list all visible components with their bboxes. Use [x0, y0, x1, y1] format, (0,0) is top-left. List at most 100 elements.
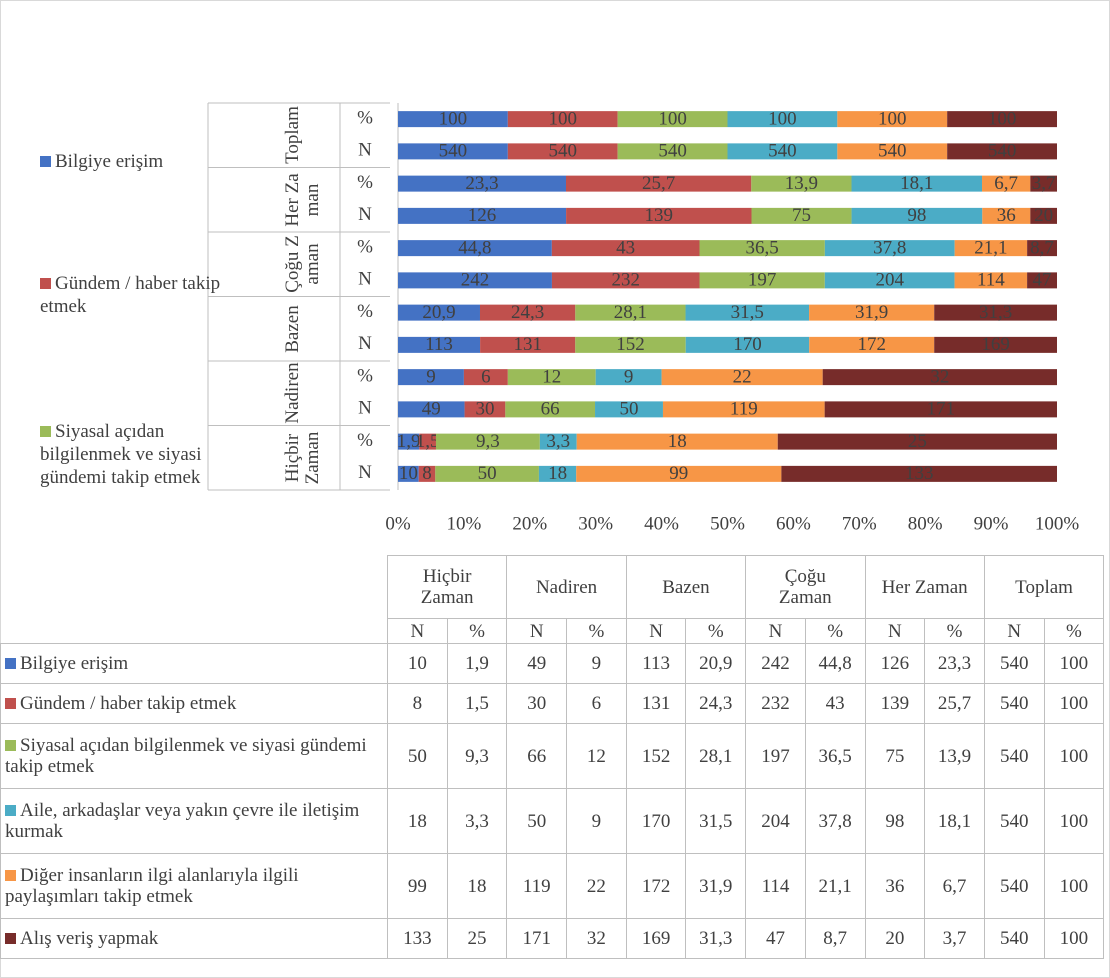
- bar-segment: [398, 207, 567, 224]
- bar-segment: [837, 111, 948, 128]
- table-cell: 126: [864, 643, 926, 684]
- table-row: Diğer insanların ilgi alanlarıyla ilgili…: [0, 853, 1105, 919]
- category-label: N: [358, 398, 372, 419]
- data-label: 114: [977, 270, 1005, 291]
- bar-segment: [551, 240, 700, 257]
- bar-segment: [507, 143, 618, 160]
- legend-key: [40, 426, 51, 437]
- bar-segment: [982, 175, 1031, 192]
- data-label: 540: [768, 141, 797, 162]
- bar-segment: [418, 465, 436, 482]
- data-label: 12: [542, 366, 561, 387]
- bar-segment: [751, 207, 852, 224]
- bar-segment: [539, 433, 577, 450]
- table-cell: 540: [983, 643, 1045, 684]
- data-label: 10: [399, 463, 418, 484]
- x-tick-label: 50%: [710, 513, 745, 534]
- table-blank: [0, 618, 388, 644]
- bar-segment: [507, 369, 596, 386]
- category-label: N: [358, 140, 372, 161]
- table-cell: 170: [625, 788, 687, 854]
- table-subheader: N: [506, 618, 568, 644]
- bar-segment: [954, 272, 1028, 289]
- table-cell: 25: [446, 918, 508, 959]
- table-cell: 100: [1043, 918, 1105, 959]
- table-group-header: Nadiren: [506, 555, 627, 619]
- table-cell: 1,5: [446, 683, 508, 724]
- legend-key: [5, 805, 16, 816]
- bar-segment: [507, 111, 618, 128]
- table-row-label: Siyasal açıdan bilgilenmek ve siyasi gün…: [0, 723, 388, 789]
- bar-segment: [575, 304, 686, 321]
- x-tick-label: 10%: [446, 513, 481, 534]
- bar-segment: [566, 207, 752, 224]
- data-label: 100: [549, 108, 578, 129]
- data-label: 540: [878, 141, 907, 162]
- data-label: 9,3: [476, 431, 500, 452]
- bar-segment: [435, 465, 539, 482]
- table-subheader: N: [745, 618, 806, 644]
- table-cell: 152: [625, 723, 687, 789]
- table-cell: 13,9: [924, 723, 985, 789]
- table-cell: 204: [745, 788, 806, 854]
- table-cell: 119: [506, 853, 568, 919]
- table-cell: 3,3: [446, 788, 508, 854]
- bar-segment: [824, 401, 1057, 418]
- data-label: 6: [481, 366, 491, 387]
- data-label: 30: [475, 399, 494, 420]
- bar-segment: [1027, 240, 1057, 257]
- table-cell: 18: [446, 853, 508, 919]
- table-cell: 242: [745, 643, 806, 684]
- table-cell: 3,7: [924, 918, 985, 959]
- bar-segment: [398, 272, 552, 289]
- data-label: 98: [907, 205, 926, 226]
- table-row-label: Alış veriş yapmak: [0, 918, 388, 959]
- data-label: 169: [981, 334, 1010, 355]
- data-label: 25,7: [642, 173, 675, 194]
- x-tick-label: 40%: [644, 513, 679, 534]
- table-cell: 8: [387, 683, 448, 724]
- bar-segment: [551, 272, 700, 289]
- table-series-name: Alış veriş yapmak: [20, 928, 159, 949]
- x-tick-label: 60%: [776, 513, 811, 534]
- data-label: 9: [426, 366, 436, 387]
- data-label: 540: [658, 141, 687, 162]
- table-subheader: N: [983, 618, 1045, 644]
- data-label: 204: [875, 270, 904, 291]
- table-row: Alış veriş yapmak 133 25 171 32 169 31,3 47 8,7 2…: [0, 918, 1105, 959]
- legend-key: [5, 740, 16, 751]
- x-tick-label: 30%: [578, 513, 613, 534]
- data-label: 126: [468, 205, 497, 226]
- data-label: 20: [1034, 205, 1053, 226]
- table-cell: 36,5: [804, 723, 866, 789]
- bar-segment: [822, 369, 1057, 386]
- table-cell: 43: [804, 683, 866, 724]
- bar-segment: [837, 143, 948, 160]
- table-cell: 32: [566, 918, 627, 959]
- data-label: 1,9: [397, 431, 421, 452]
- legend-entry: Bilgiye erişim: [40, 150, 255, 173]
- category-label: N: [358, 462, 372, 483]
- table-cell: 37,8: [804, 788, 866, 854]
- group-label: Çoğu Zaman: [282, 235, 323, 294]
- bar-segment: [398, 433, 420, 450]
- category-label: %: [357, 365, 373, 386]
- data-label: 3,3: [546, 431, 570, 452]
- table-cell: 50: [387, 723, 448, 789]
- legend-label: Bilgiye erişim: [55, 151, 164, 172]
- table-series-name: Siyasal açıdan bilgilenmek ve siyasi gün…: [5, 735, 367, 777]
- data-label: 100: [988, 108, 1017, 129]
- table-cell: 540: [983, 723, 1045, 789]
- data-label: 113: [425, 334, 453, 355]
- table-cell: 10: [387, 643, 448, 684]
- table-blank: [1, 556, 388, 619]
- bar-segment: [617, 143, 728, 160]
- category-label: %: [357, 430, 373, 451]
- data-label: 119: [730, 399, 758, 420]
- table-cell: 49: [506, 643, 568, 684]
- bar-segment: [947, 143, 1057, 160]
- table-cell: 100: [1043, 788, 1105, 854]
- table-cell: 6: [566, 683, 627, 724]
- table-cell: 100: [1043, 723, 1105, 789]
- table-subheader: %: [566, 618, 627, 644]
